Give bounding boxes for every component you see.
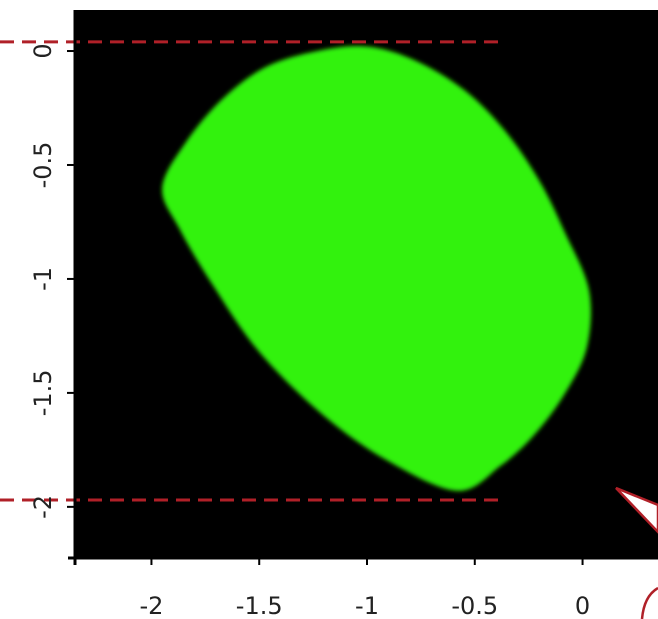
- x-tick-label: -2: [139, 592, 163, 619]
- callout-arrow: [615, 486, 658, 619]
- x-tick-label: -1: [355, 592, 379, 619]
- callout-pointer: [615, 486, 658, 534]
- y-tick-label: -2: [29, 495, 57, 519]
- y-tick-label: 0: [29, 43, 57, 58]
- region-area: [162, 46, 591, 491]
- x-tick-label: 0: [575, 592, 590, 619]
- x-tick-label: -0.5: [451, 592, 498, 619]
- y-tick-label: -1.5: [29, 369, 57, 416]
- y-tick-label: -0.5: [29, 142, 57, 189]
- x-tick-label: -1.5: [236, 592, 283, 619]
- y-tick-label: -1: [29, 267, 57, 291]
- callout-bubble-edge: [640, 586, 658, 619]
